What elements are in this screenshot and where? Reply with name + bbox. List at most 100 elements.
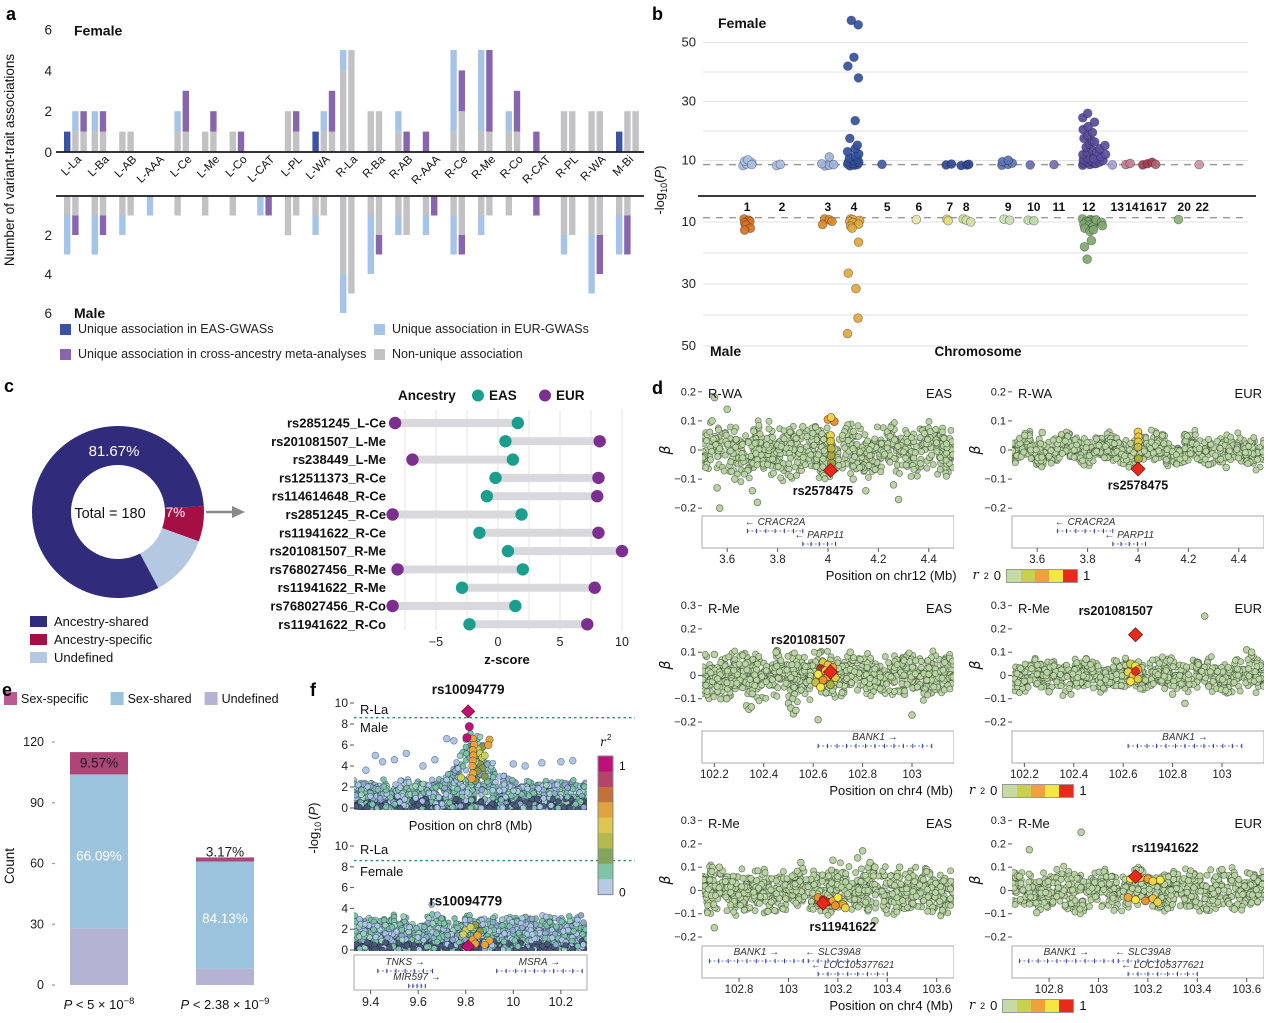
svg-text:L-Ba: L-Ba xyxy=(86,153,112,179)
svg-text:90: 90 xyxy=(30,796,44,810)
panel-d-regional-plots: Position on chr12 (Mb) r 2 0 1 Position on ch… xyxy=(648,378,1268,1023)
svg-text:rs201081507_L-Me: rs201081507_L-Me xyxy=(271,434,386,449)
panel-f-locuszoom xyxy=(302,678,648,1023)
svg-text:10: 10 xyxy=(1027,200,1041,214)
svg-text:22: 22 xyxy=(1196,200,1210,214)
panel-d-label: d xyxy=(652,378,663,398)
panel-c-donut-dumbbell: 81.67% 6.67% Total = 180 Ancestry-shared Anc… xyxy=(0,378,648,678)
svg-text:20: 20 xyxy=(1178,200,1192,214)
r2-colorbar xyxy=(1002,998,1075,1013)
svg-text:rs201081507_R-Me: rs201081507_R-Me xyxy=(270,544,386,559)
svg-text:L-AAA: L-AAA xyxy=(135,153,167,185)
legend-label: Non-unique association xyxy=(392,347,523,361)
svg-text:4: 4 xyxy=(44,267,52,282)
panel-b-label: b xyxy=(652,4,663,24)
svg-text:L-Ce: L-Ce xyxy=(168,154,194,180)
svg-text:rs11941622_R-Co: rs11941622_R-Co xyxy=(278,617,386,632)
panel-a-label: a xyxy=(6,4,17,24)
svg-text:10: 10 xyxy=(682,153,696,168)
svg-text:6: 6 xyxy=(44,306,52,318)
regional-plot-R-Me-EAS xyxy=(654,810,954,998)
svg-text:R-Me: R-Me xyxy=(470,154,498,182)
svg-text:4: 4 xyxy=(44,63,52,78)
regional-plot-row: Position on chr12 (Mb) r 2 0 1 xyxy=(648,378,1268,593)
svg-text:30: 30 xyxy=(30,917,44,931)
svg-text:Male: Male xyxy=(74,305,105,318)
svg-text:L-Me: L-Me xyxy=(195,154,222,181)
svg-text:8: 8 xyxy=(963,200,970,214)
position-caption: Position on chr4 (Mb) r 2 0 1 xyxy=(829,783,1087,798)
panel-e-stacked-bars: Sex-specific Sex-shared Undefined 0 30 60 90 12… xyxy=(0,678,302,1023)
svg-text:rs12511373_R-Ce: rs12511373_R-Ce xyxy=(279,470,386,485)
svg-text:-log10(P): -log10(P) xyxy=(652,165,669,214)
svg-text:Ancestry: Ancestry xyxy=(398,388,456,403)
svg-text:13: 13 xyxy=(1111,200,1125,214)
svg-text:Chromosome: Chromosome xyxy=(934,344,1022,359)
svg-text:11: 11 xyxy=(1053,200,1066,214)
r2-label: r xyxy=(968,998,976,1013)
legend-label: Unique association in EUR-GWASs xyxy=(392,322,589,336)
regional-plot-row: Position on chr4 (Mb) r 2 0 1 xyxy=(648,808,1268,1023)
svg-text:Female: Female xyxy=(74,23,122,39)
regional-plot-R-WA-EUR xyxy=(964,380,1264,568)
locuszoom-canvas xyxy=(302,678,648,1023)
svg-text:Ancestry-shared: Ancestry-shared xyxy=(54,614,149,629)
regional-plot-R-WA-EAS xyxy=(654,380,954,568)
svg-text:60: 60 xyxy=(30,857,44,871)
svg-text:Count: Count xyxy=(2,848,17,884)
svg-text:12: 12 xyxy=(1082,200,1096,214)
svg-text:81.67%: 81.67% xyxy=(89,443,140,460)
svg-text:Undefined: Undefined xyxy=(54,650,113,665)
svg-text:14: 14 xyxy=(1125,200,1139,214)
eur-swatch xyxy=(374,323,385,335)
svg-text:30: 30 xyxy=(682,94,696,109)
panel-e-label: e xyxy=(2,680,13,700)
svg-text:9: 9 xyxy=(1005,200,1012,214)
svg-text:17: 17 xyxy=(1154,200,1168,214)
panel-b-miami-plot: 1 2 3 4 5 6 7 8 9 10 11 12 13 14 16 17 20 22 10 10 30 30 50 50 F… xyxy=(648,0,1268,378)
regional-plot-R-Me-EUR xyxy=(964,810,1264,998)
panel-a-bar-chart: 0 2 2 4 4 6 6 Female Male L-La L-Ba L-AB L-AAA L-Ce L-… xyxy=(0,0,648,376)
legend-label: Unique association in cross-ancestry met… xyxy=(78,347,367,361)
r2-label: r xyxy=(968,783,976,798)
position-caption: Position on chr12 (Mb) r 2 0 1 xyxy=(825,568,1091,583)
svg-text:120: 120 xyxy=(23,735,44,749)
position-caption: Position on chr4 (Mb) r 2 0 1 xyxy=(829,998,1087,1013)
svg-text:−5: −5 xyxy=(429,635,443,649)
legend-item-eas: Unique association in EAS-GWASs xyxy=(60,322,273,336)
panel-c-label: c xyxy=(4,376,15,396)
svg-text:Number of variant-trait associ: Number of variant-trait associations xyxy=(2,54,17,267)
svg-text:5: 5 xyxy=(884,200,891,214)
donut-dumbbell-svg: 81.67% 6.67%Total = 180 Ancestry-shared Anc… xyxy=(30,388,629,667)
meta-swatch xyxy=(60,348,71,360)
svg-text:2: 2 xyxy=(44,104,52,119)
svg-text:Undefined: Undefined xyxy=(222,692,279,706)
svg-text:R-PL: R-PL xyxy=(554,153,581,180)
legend-label: Unique association in EAS-GWASs xyxy=(78,322,274,336)
svg-text:R-WA: R-WA xyxy=(579,153,609,183)
legend-item-gray: Non-unique association xyxy=(374,347,523,361)
svg-text:4: 4 xyxy=(851,200,858,214)
svg-text:6: 6 xyxy=(44,23,52,38)
r2-label: r xyxy=(972,568,979,583)
svg-text:Male: Male xyxy=(710,343,741,359)
svg-text:Sex-specific: Sex-specific xyxy=(21,692,88,706)
eas-swatch xyxy=(60,323,71,335)
svg-text:Total = 180: Total = 180 xyxy=(74,506,145,522)
svg-text:Sex-shared: Sex-shared xyxy=(128,692,192,706)
svg-text:L-CAT: L-CAT xyxy=(246,154,277,185)
svg-text:0: 0 xyxy=(44,145,52,160)
svg-text:1: 1 xyxy=(744,200,751,214)
caption-text: Position on chr4 (Mb) xyxy=(829,783,953,798)
svg-text:rs11941622_R-Ce: rs11941622_R-Ce xyxy=(279,525,386,540)
stacked-bar-svg: Sex-specific Sex-shared Undefined 0 30 60 90 12… xyxy=(2,692,279,1012)
svg-text:84.13%: 84.13% xyxy=(202,911,248,926)
svg-text:7: 7 xyxy=(947,200,954,214)
svg-text:3: 3 xyxy=(824,200,831,214)
svg-text:rs768027456_R-Me: rs768027456_R-Me xyxy=(270,562,386,577)
svg-text:L-WA: L-WA xyxy=(304,153,333,182)
svg-text:R-Ba: R-Ba xyxy=(361,153,388,180)
svg-text:2: 2 xyxy=(44,228,52,243)
